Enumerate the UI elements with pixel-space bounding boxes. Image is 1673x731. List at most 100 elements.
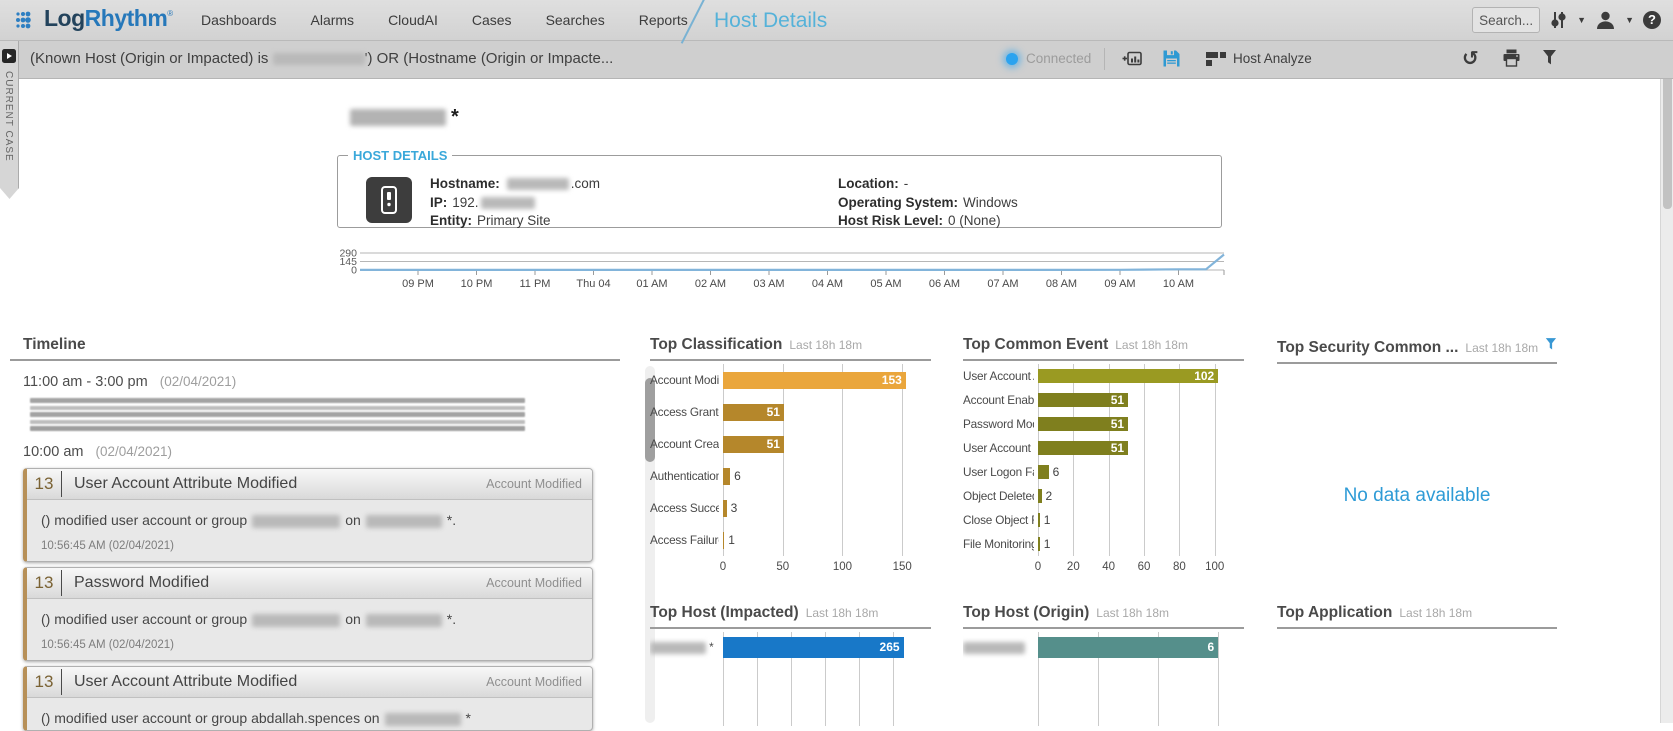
event-count-badge: 13 xyxy=(27,573,61,593)
svg-text:09 PM: 09 PM xyxy=(402,278,434,290)
bar-category-label: Password Modif... xyxy=(963,412,1034,436)
svg-text:01 AM: 01 AM xyxy=(636,278,667,290)
bar[interactable]: 102 xyxy=(1038,369,1218,383)
host-analyze-icon[interactable] xyxy=(1206,52,1226,67)
gridline xyxy=(1218,632,1219,726)
bar[interactable] xyxy=(723,532,724,549)
help-icon[interactable]: ? xyxy=(1643,11,1661,29)
save-icon[interactable] xyxy=(1162,49,1181,68)
page-scrollbar-thumb[interactable] xyxy=(1663,59,1672,209)
gridline xyxy=(902,364,903,556)
timeline-header: Timeline xyxy=(23,336,86,354)
timeline-group-time: 10:00 am xyxy=(23,444,83,460)
redacted-text xyxy=(385,713,461,726)
query-text-prefix: (Known Host (Origin or Impacted) is xyxy=(30,50,268,67)
bar-value-label: 51 xyxy=(1111,417,1128,431)
current-case-tab[interactable]: CURRENT CASE xyxy=(0,41,19,199)
nav-item-cases[interactable]: Cases xyxy=(472,12,512,28)
bar[interactable] xyxy=(1038,537,1040,551)
bar-category-label: Authentication ... xyxy=(650,460,719,492)
expand-arrow-icon[interactable] xyxy=(2,49,16,63)
event-count-badge: 13 xyxy=(27,672,61,692)
top-common-event-chart: Top Common EventLast 18h 18m 02040608010… xyxy=(963,336,1244,578)
divider xyxy=(61,570,62,596)
host-details-legend: HOST DETAILS xyxy=(348,148,452,163)
event-category: Account Modified xyxy=(486,576,582,590)
axis-tick-label: 60 xyxy=(1138,561,1151,573)
svg-text:09 AM: 09 AM xyxy=(1104,278,1135,290)
bar[interactable]: 51 xyxy=(1038,417,1128,431)
search-button[interactable]: Search... xyxy=(1472,7,1540,33)
bar[interactable] xyxy=(723,468,730,485)
bar-category-label: User Account A... xyxy=(963,364,1034,388)
bar[interactable] xyxy=(1038,465,1049,479)
nav-item-cloudai[interactable]: CloudAI xyxy=(388,12,438,28)
bar[interactable]: 51 xyxy=(1038,393,1128,407)
bar[interactable]: 153 xyxy=(723,372,906,389)
bar[interactable]: 51 xyxy=(723,436,784,453)
bar[interactable] xyxy=(1038,489,1042,503)
svg-text:10 AM: 10 AM xyxy=(1163,278,1194,290)
bar-value-label: 1 xyxy=(1044,532,1051,556)
chevron-down-icon[interactable]: ▼ xyxy=(1625,15,1634,25)
chart-plot-area: 265 xyxy=(723,632,907,726)
svg-text:07 AM: 07 AM xyxy=(987,278,1018,290)
host-name-title: * xyxy=(350,106,459,129)
axis-tick-label: 100 xyxy=(833,561,852,573)
bar[interactable]: 6 xyxy=(1038,637,1218,658)
bar[interactable] xyxy=(1038,513,1040,527)
filter-funnel-icon[interactable] xyxy=(1542,49,1557,66)
nav-item-searches[interactable]: Searches xyxy=(546,12,605,28)
search-query[interactable]: (Known Host (Origin or Impacted) is ') O… xyxy=(30,40,613,78)
gridline xyxy=(842,364,843,556)
undo-icon[interactable]: ↺ xyxy=(1462,40,1479,76)
nav-item-dashboards[interactable]: Dashboards xyxy=(201,12,277,28)
chart-subtitle: Last 18h 18m xyxy=(1465,341,1538,355)
print-icon[interactable] xyxy=(1502,49,1521,67)
bar-category-label: Close Object Fai... xyxy=(963,508,1034,532)
page-scrollbar[interactable] xyxy=(1660,41,1673,723)
bar-value-label: 153 xyxy=(882,373,906,387)
preferences-sliders-icon[interactable] xyxy=(1549,10,1568,30)
bar-category-label: Access Success xyxy=(650,492,719,524)
bar-value-label: 102 xyxy=(1194,369,1218,383)
redacted-row xyxy=(30,406,525,410)
event-category: Account Modified xyxy=(486,477,582,491)
axis-tick-label: 0 xyxy=(720,561,726,573)
timeline-group-date: (02/04/2021) xyxy=(96,444,173,459)
top-security-common-event-chart: Top Security Common ... Last 18h 18m No … xyxy=(1277,336,1557,567)
nav-item-reports[interactable]: Reports xyxy=(639,12,688,28)
page-title: Host Details xyxy=(714,0,827,41)
chart-subtitle: Last 18h 18m xyxy=(789,338,862,352)
svg-text:02 AM: 02 AM xyxy=(695,278,726,290)
event-description: () modified user account or group abdall… xyxy=(27,698,592,730)
host-analyze-label[interactable]: Host Analyze xyxy=(1233,40,1312,78)
pin-chart-icon[interactable] xyxy=(1122,49,1143,68)
svg-text:04 AM: 04 AM xyxy=(812,278,843,290)
event-count-badge: 13 xyxy=(27,474,61,494)
bar[interactable]: 51 xyxy=(723,404,784,421)
bar-category-label: Account Enabled xyxy=(963,388,1034,412)
timeline-event-card[interactable]: 13User Account Attribute ModifiedAccount… xyxy=(23,468,593,562)
gridline xyxy=(1179,364,1180,556)
timeline-event-card[interactable]: 13Password ModifiedAccount Modified() mo… xyxy=(23,567,593,661)
bar-value-label: 3 xyxy=(731,492,738,524)
logo-text-log: Log xyxy=(44,5,85,32)
bar[interactable]: 265 xyxy=(723,637,904,658)
redacted-text xyxy=(366,515,442,528)
timeline-event-card[interactable]: 13User Account Attribute ModifiedAccount… xyxy=(23,666,593,731)
filter-funnel-icon[interactable] xyxy=(1545,336,1557,352)
redacted-text xyxy=(507,178,569,190)
timeline-group-label: 11:00 am - 3:00 pm (02/04/2021) xyxy=(23,374,620,390)
timeline-group-time: 11:00 am - 3:00 pm xyxy=(23,374,148,390)
gridline xyxy=(723,364,724,556)
user-icon[interactable] xyxy=(1595,10,1616,30)
chevron-down-icon[interactable]: ▼ xyxy=(1577,15,1586,25)
bar[interactable]: 51 xyxy=(1038,441,1128,455)
chart-title: Top Host (Origin) xyxy=(963,604,1089,622)
axis-tick-label: 40 xyxy=(1102,561,1115,573)
bar[interactable] xyxy=(723,500,727,517)
gridline xyxy=(1215,364,1216,556)
logrhythm-logo[interactable]: LogRhythm® xyxy=(14,5,173,32)
nav-item-alarms[interactable]: Alarms xyxy=(311,12,355,28)
